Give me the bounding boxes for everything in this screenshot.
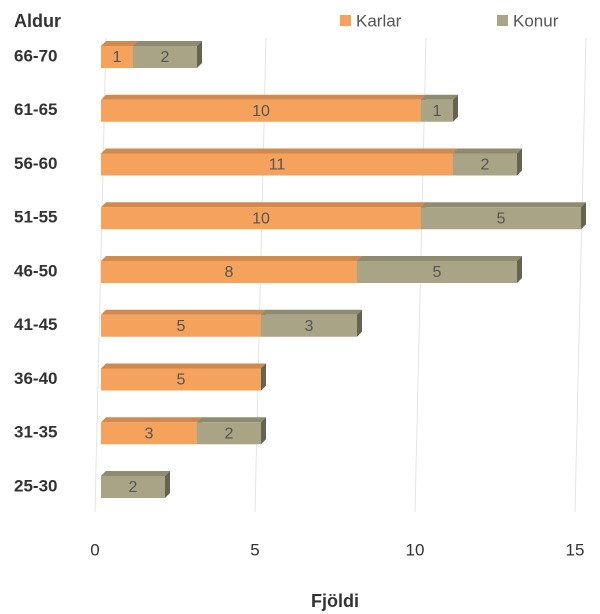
bar [101, 153, 453, 176]
bar [421, 99, 453, 122]
legend-swatch [340, 15, 351, 26]
data-label: 10 [252, 103, 270, 120]
bar [101, 46, 133, 68]
bar-top-face [197, 417, 266, 423]
bar-top-face [101, 471, 170, 476]
bar-side-face [581, 202, 586, 230]
bar [197, 422, 261, 445]
data-label: 10 [252, 210, 270, 227]
grid-line [574, 37, 587, 513]
bar [101, 422, 197, 445]
bar-top-face [101, 363, 266, 369]
bar [421, 207, 581, 230]
bar [101, 476, 165, 498]
bar-top-face [421, 202, 586, 208]
y-tick-label: 25-30 [14, 476, 57, 495]
bar-top-face [421, 94, 458, 100]
bar-top-face [101, 309, 266, 315]
data-label: 2 [225, 425, 234, 442]
data-label: 3 [145, 425, 154, 442]
bar [453, 153, 517, 176]
data-label: 2 [481, 157, 490, 174]
bar-top-face [261, 309, 362, 315]
data-label: 5 [497, 210, 506, 227]
bar-side-face [357, 309, 362, 337]
data-label: 5 [177, 318, 186, 335]
data-label: 2 [161, 49, 170, 66]
bar-side-face [261, 417, 266, 445]
y-tick-label: 61-65 [14, 100, 57, 119]
bar [101, 314, 261, 337]
bar-top-face [101, 148, 458, 154]
y-tick-label: 36-40 [14, 369, 57, 388]
bar-side-face [165, 471, 170, 498]
bar-top-face [453, 148, 522, 154]
legend-label: Konur [513, 11, 559, 30]
bar [101, 261, 357, 283]
bar [357, 261, 517, 283]
bar-side-face [261, 363, 266, 391]
y-tick-label: 31-35 [14, 423, 57, 442]
bar-top-face [357, 256, 522, 261]
bar-top-face [101, 202, 426, 208]
x-tick-label: 15 [566, 540, 585, 559]
bar-side-face [197, 41, 202, 68]
bar-top-face [101, 417, 202, 423]
data-label: 8 [225, 264, 234, 281]
y-tick-label: 66-70 [14, 46, 57, 65]
bar [261, 314, 357, 337]
data-label: 11 [269, 157, 286, 174]
data-label: 2 [129, 479, 138, 496]
bar-top-face [101, 256, 362, 261]
bar-top-face [101, 41, 138, 46]
data-label: 1 [113, 49, 122, 66]
data-label: 5 [433, 264, 442, 281]
bar [101, 99, 421, 122]
legend-label: Karlar [356, 11, 402, 30]
bar-side-face [517, 256, 522, 283]
y-tick-label: 46-50 [14, 261, 57, 280]
x-tick-label: 0 [90, 540, 99, 559]
bar [133, 46, 197, 68]
y-tick-label: 41-45 [14, 315, 57, 334]
x-tick-label: 5 [250, 540, 259, 559]
bar [101, 207, 421, 230]
bar [101, 368, 261, 391]
bar-top-face [101, 94, 426, 100]
data-label: 3 [305, 318, 314, 335]
y-axis-title: Aldur [14, 11, 61, 31]
bar-top-face [133, 41, 202, 46]
bar-side-face [517, 148, 522, 176]
x-tick-label: 10 [406, 540, 425, 559]
y-tick-label: 51-55 [14, 208, 57, 227]
data-label: 1 [433, 103, 442, 120]
y-tick-label: 56-60 [14, 154, 57, 173]
x-axis-title: Fjöldi [311, 591, 359, 611]
legend-swatch [497, 15, 508, 26]
bar-side-face [453, 94, 458, 122]
data-label: 5 [177, 372, 186, 389]
